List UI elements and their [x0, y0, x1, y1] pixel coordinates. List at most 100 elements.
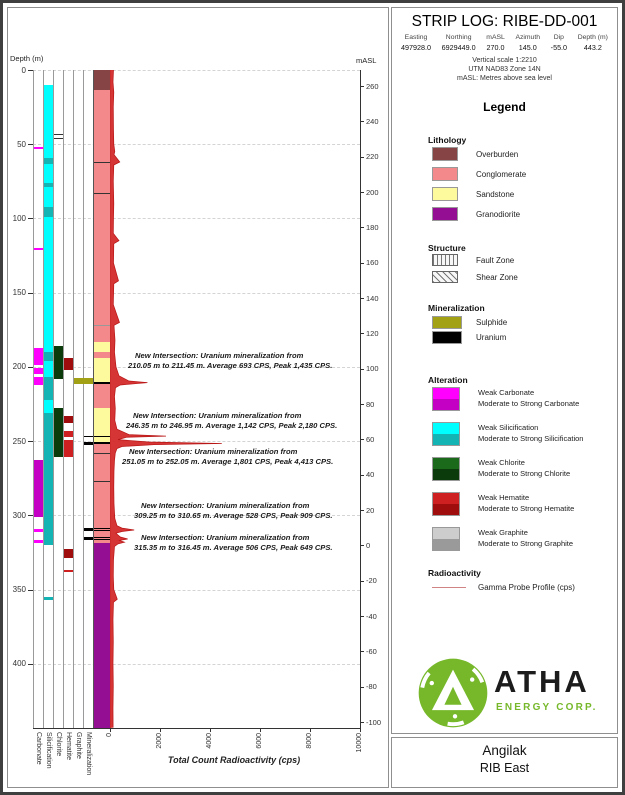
legend-item-label: Shear Zone: [476, 272, 518, 282]
masl-tick: [360, 86, 364, 87]
intersection-annotation: New Intersection: Uranium mineralization…: [128, 351, 366, 370]
depth-axis-label: Depth (m): [10, 54, 44, 63]
masl-tick-label: -40: [366, 611, 377, 621]
collar-field-label: Dip: [553, 34, 564, 41]
uranium-interval: [84, 442, 93, 445]
collar-field-value: -55.0: [550, 43, 568, 52]
log-plot-panel: [7, 7, 389, 788]
legend-item-fault-zone: Fault Zone: [432, 254, 518, 266]
x-tick: [110, 728, 111, 732]
intersection-annotation: New Intersection: Uranium mineralization…: [126, 411, 364, 430]
depth-gridline: [33, 70, 360, 71]
masl-tick: [360, 262, 364, 264]
hematite-interval: [64, 569, 73, 572]
lithology-contact-line: [93, 325, 110, 327]
sulphide-swatch: [432, 316, 462, 329]
project-name: Angilak: [482, 743, 527, 758]
masl-tick-label: 140: [366, 293, 379, 303]
masl-tick: [360, 722, 364, 723]
silicification-interval: [44, 163, 53, 183]
lithology-granodiorite: [93, 542, 110, 728]
carbonate_weak-swatch: [433, 388, 459, 399]
intersection-annotation: New Intersection: Uranium mineralization…: [134, 501, 372, 520]
column-border-line: [33, 70, 34, 728]
intersection-annotation: New Intersection: Uranium mineralization…: [122, 447, 360, 466]
log-title: STRIP LOG: RIBE-DD-001: [411, 13, 598, 30]
silicification-interval: [44, 360, 53, 378]
collar-field-label: Northing: [445, 34, 472, 41]
x-tick-label: 2000: [156, 733, 163, 749]
masl-tick-label: 120: [366, 328, 379, 338]
annotation-line-1: New Intersection: Uranium mineralization…: [135, 351, 304, 360]
carbonate-interval: [34, 147, 43, 149]
depth-tick: [28, 144, 33, 146]
structure-section-title: Structure: [428, 243, 466, 253]
annotation-line-1: New Intersection: Uranium mineralization…: [133, 411, 302, 420]
column-border-line: [73, 70, 74, 728]
alteration-legend-group: Weak Hematite Moderate to Strong Hematite: [432, 492, 583, 516]
depth-tick-label: 250: [12, 436, 26, 446]
masl-tick: [360, 686, 364, 688]
legend-item-overburden: Overburden: [432, 147, 526, 161]
legend-item-uranium: Uranium: [432, 331, 507, 344]
masl-tick-label: 20: [366, 505, 375, 515]
depth-gridline: [33, 441, 360, 443]
radioactivity-legend-item: Gamma Probe Profile (cps): [432, 583, 575, 592]
carbonate-interval: [34, 248, 43, 250]
x-tick-label: 8000: [306, 733, 313, 749]
strong-label: Moderate to Strong Carbonate: [478, 399, 580, 408]
legend-item-label: Sulphide: [476, 318, 508, 327]
column-label-silicification: Silicification: [45, 732, 52, 769]
masl-tick-label: 0: [366, 540, 371, 550]
masl-tick-label: 40: [366, 470, 375, 480]
silicification_weak-swatch: [433, 423, 459, 434]
strong-label: Moderate to Strong Hematite: [478, 504, 575, 513]
collar-field: mASL 270.0: [486, 34, 505, 52]
column-border-line: [53, 70, 54, 728]
silicification-interval: [44, 182, 53, 188]
masl-tick: [360, 439, 364, 441]
masl-tick-label: 80: [366, 399, 375, 409]
collar-field: Depth (m) 443.2: [578, 34, 608, 52]
depth-gridline: [33, 144, 360, 146]
x-tick: [160, 728, 161, 732]
alteration-legend-group: Weak Chlorite Moderate to Strong Chlorite: [432, 457, 583, 481]
depth-tick: [28, 663, 33, 665]
lithology-contact-line: [93, 453, 110, 454]
gamma-profile-chart: [110, 69, 222, 728]
collar-field-label: mASL: [486, 34, 505, 41]
granodiorite-swatch: [432, 207, 458, 221]
masl-tick: [360, 192, 364, 193]
masl-axis-line: [360, 70, 361, 728]
legend-item-sulphide: Sulphide: [432, 316, 507, 329]
uranium-mark: [93, 527, 110, 529]
annotation-line-2: 315.35 m to 316.45 m. Average 506 CPS, P…: [134, 542, 333, 552]
legend-item-label: Overburden: [476, 149, 519, 159]
atha-logo-icon: [418, 658, 488, 728]
alteration-swatch: [432, 527, 460, 551]
silicification-interval: [44, 399, 53, 413]
uranium-swatch: [432, 331, 462, 344]
lithology-sandstone: [93, 341, 110, 353]
info-legend-panel: STRIP LOG: RIBE-DD-001 Easting 497928.0 No…: [391, 7, 618, 734]
weak-label: Weak Carbonate: [478, 388, 535, 397]
depth-tick: [28, 218, 33, 220]
uranium-mark: [93, 537, 110, 539]
x-tick-label: 6000: [256, 733, 263, 749]
graphite_weak-swatch: [433, 528, 459, 539]
annotation-line-2: 309.25 m to 310.65 m. Average 528 CPS, P…: [134, 510, 333, 520]
x-tick: [260, 728, 261, 732]
legend-item-conglomerate: Conglomerate: [432, 167, 526, 181]
alteration-legend-group: Weak Graphite Moderate to Strong Graphite: [432, 527, 583, 551]
hematite-interval: [64, 357, 73, 370]
depth-gridline: [33, 292, 360, 294]
collar-info-table: Easting 497928.0 Northing 6929449.0 mASL 270.…: [392, 34, 617, 52]
carbonate_strong-swatch: [433, 399, 459, 410]
collar-field-value: 497928.0: [401, 43, 431, 52]
legend-item-sandstone: Sandstone: [432, 187, 526, 201]
depth-tick: [28, 70, 33, 71]
masl-tick: [360, 227, 364, 229]
scale-notes: Vertical scale 1:2210 UTM NAD83 Zone 14N…: [392, 56, 617, 83]
annotation-line-1: New Intersection: Uranium mineralization…: [129, 447, 298, 456]
lithology-conglomerate: [93, 352, 110, 358]
